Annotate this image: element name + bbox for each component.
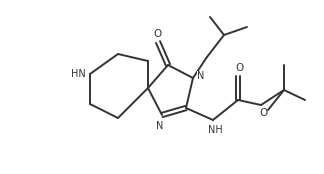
Text: N: N: [197, 71, 205, 81]
Text: O: O: [259, 108, 267, 118]
Text: O: O: [235, 63, 243, 73]
Text: O: O: [153, 29, 161, 39]
Text: HN: HN: [71, 69, 86, 79]
Text: N: N: [156, 121, 164, 131]
Text: NH: NH: [208, 125, 222, 135]
